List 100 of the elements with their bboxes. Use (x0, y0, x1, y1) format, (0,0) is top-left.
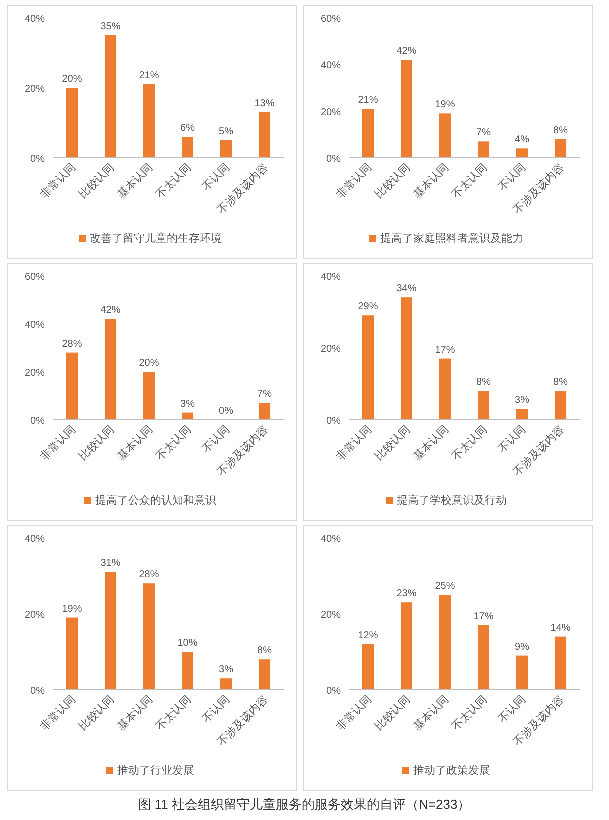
bar (258, 112, 271, 158)
y-tick-label: 40% (24, 14, 46, 25)
data-label: 8% (554, 125, 568, 136)
y-tick-label: 60% (320, 14, 342, 25)
bar (554, 391, 567, 420)
bar (362, 316, 374, 420)
data-label: 3% (219, 664, 234, 676)
bar (258, 403, 271, 420)
bar (220, 678, 232, 690)
bar (182, 137, 194, 158)
x-tick-label: 不认同 (496, 162, 528, 194)
y-tick-label: 20% (24, 84, 46, 95)
x-tick-label: 不太认同 (154, 422, 194, 464)
y-tick-label: 40% (320, 534, 342, 545)
y-tick-label: 40% (24, 534, 46, 545)
bar (400, 602, 413, 690)
data-label: 28% (139, 570, 160, 581)
y-tick-label: 40% (24, 320, 46, 331)
y-tick-label: 20% (320, 107, 342, 118)
bar (439, 595, 452, 690)
data-label: 23% (396, 588, 417, 600)
data-label: 31% (100, 558, 121, 570)
data-label: 21% (139, 70, 160, 82)
data-label: 3% (180, 398, 196, 410)
data-label: 8% (258, 646, 272, 657)
x-tick-label: 不认同 (496, 694, 528, 726)
data-label: 0% (219, 406, 234, 417)
data-label: 13% (254, 98, 275, 110)
x-tick-label: 不太认同 (154, 692, 194, 734)
legend-label: 改善了留守儿童的生存环境 (90, 232, 222, 245)
x-tick-label: 不认同 (200, 694, 232, 726)
x-tick-label: 不认同 (200, 424, 232, 456)
bar (554, 636, 567, 690)
bar (258, 660, 271, 690)
bar (66, 618, 78, 690)
data-label: 12% (358, 630, 378, 642)
x-tick-label: 基本认同 (115, 160, 156, 202)
x-tick-label: 基本认同 (411, 160, 452, 202)
data-label: 17% (474, 611, 494, 622)
data-label: 3% (515, 395, 530, 406)
x-tick-label: 不认同 (496, 424, 528, 456)
x-tick-label: 不太认同 (450, 692, 490, 734)
caption: 图 11 社会组织留守儿童服务的服务效果的自评（N=233） (137, 796, 472, 814)
data-label: 21% (358, 95, 378, 106)
x-tick-label: 不认同 (200, 162, 232, 194)
bar (554, 139, 567, 158)
x-tick-label: 不太认同 (450, 160, 490, 202)
data-label: 4% (515, 134, 530, 146)
legend-label: 推动了政策发展 (414, 765, 490, 777)
x-tick-label: 不太认同 (450, 422, 490, 464)
x-tick-label: 不太认同 (154, 160, 194, 202)
data-label: 20% (139, 358, 160, 369)
bar (400, 60, 413, 158)
x-tick-label: 比较认同 (76, 692, 117, 734)
bar (104, 572, 117, 690)
bar (362, 109, 374, 158)
bar (400, 298, 413, 420)
bar (516, 148, 528, 158)
data-label: 8% (476, 377, 492, 388)
bar (104, 319, 117, 420)
bar (143, 584, 156, 690)
y-tick-label: 60% (24, 272, 46, 283)
data-label: 6% (180, 123, 196, 134)
data-label: 42% (396, 46, 417, 57)
y-tick-label: 20% (24, 368, 46, 379)
data-label: 42% (100, 305, 121, 316)
x-tick-label: 基本认同 (411, 422, 452, 464)
bar (439, 114, 452, 158)
bar (362, 644, 374, 690)
bar (66, 88, 78, 158)
data-label: 7% (476, 128, 492, 139)
x-tick-label: 基本认同 (115, 422, 156, 464)
bar (143, 84, 156, 158)
data-label: 29% (358, 302, 378, 313)
data-label: 34% (396, 284, 417, 295)
data-label: 9% (515, 642, 530, 653)
y-tick-label: 20% (24, 610, 46, 621)
bar (478, 625, 490, 690)
x-tick-label: 基本认同 (411, 692, 452, 734)
legend-label: 提高了学校意识及行动 (397, 494, 507, 507)
x-tick-label: 基本认同 (115, 692, 156, 734)
x-tick-label: 比较认同 (372, 692, 413, 734)
x-tick-label: 比较认同 (372, 160, 413, 202)
data-label: 19% (435, 100, 456, 111)
legend-label: 提高了公众的认知和意识 (96, 494, 216, 507)
legend-label: 提高了家庭照料者意识及能力 (380, 232, 524, 245)
bar (516, 656, 528, 690)
data-label: 19% (62, 604, 82, 615)
data-label: 8% (554, 377, 568, 388)
data-label: 20% (62, 74, 82, 85)
data-label: 35% (100, 22, 121, 32)
bar (220, 140, 232, 158)
bar (143, 372, 156, 420)
y-tick-label: 40% (320, 60, 342, 72)
y-tick-label: 20% (320, 344, 342, 355)
x-tick-label: 比较认同 (76, 422, 117, 464)
bar (516, 409, 528, 420)
y-tick-label: 20% (320, 610, 342, 621)
data-label: 10% (178, 638, 198, 649)
x-tick-label: 比较认同 (372, 422, 413, 464)
